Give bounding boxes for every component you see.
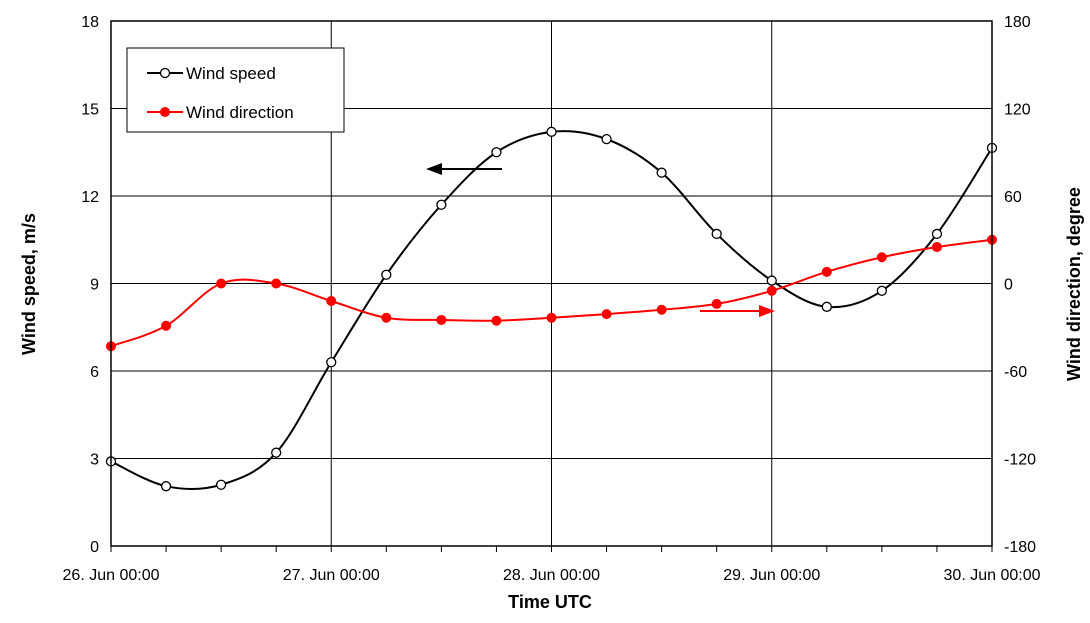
legend-label-wind-speed: Wind speed [186, 64, 276, 83]
data-point-wind-direction [656, 304, 667, 315]
series-layer [105, 126, 998, 492]
y2-tick-label: -180 [1004, 539, 1036, 556]
data-point-wind-direction [161, 320, 172, 331]
y2-tick-label: 180 [1004, 14, 1031, 31]
y2-tick-label: 60 [1004, 189, 1022, 206]
data-point-wind-direction [216, 278, 227, 289]
data-point-wind-direction [601, 309, 612, 320]
data-point-wind-direction [546, 312, 557, 323]
y-tick-label: 6 [90, 364, 99, 381]
data-point-wind-speed [326, 357, 337, 368]
legend-item-wind-direction: Wind direction [147, 103, 294, 122]
y2-tick-label: -60 [1004, 364, 1027, 381]
legend-item-wind-speed: Wind speed [147, 64, 276, 83]
data-point-wind-speed [711, 228, 722, 240]
y2-tick-label: -120 [1004, 452, 1036, 469]
x-axis-title: Time UTC [508, 592, 592, 612]
data-point-wind-direction [876, 252, 887, 263]
legend-label-wind-direction: Wind direction [186, 103, 294, 122]
data-point-wind-speed [160, 481, 172, 492]
y-tick-label: 0 [90, 539, 99, 556]
tick-labels: 0 3 6 9 12 15 18 -180 -120 -60 0 60 120 180 26. Jun 00… [63, 14, 1041, 584]
data-point-wind-direction [766, 285, 777, 296]
data-point-wind-direction [381, 312, 392, 323]
data-point-wind-speed [601, 133, 612, 145]
y-tick-label: 18 [81, 14, 99, 31]
data-point-wind-direction [491, 315, 502, 326]
x-tick-label: 29. Jun 00:00 [723, 567, 820, 584]
x-tick-label: 26. Jun 00:00 [63, 567, 160, 584]
x-tick-label: 30. Jun 00:00 [944, 567, 1041, 584]
y2-tick-label: 120 [1004, 102, 1031, 119]
data-point-wind-speed [271, 447, 282, 458]
legend-marker-filled-circle [160, 107, 170, 117]
left-axis-arrow [426, 163, 502, 175]
legend-marker-open-circle [159, 67, 171, 79]
data-point-wind-speed [436, 199, 447, 210]
data-point-wind-direction [821, 266, 832, 277]
right-axis-arrow [700, 305, 775, 317]
data-point-wind-direction [931, 242, 942, 253]
y-tick-label: 12 [81, 189, 99, 206]
x-tick-label: 27. Jun 00:00 [283, 567, 380, 584]
data-point-wind-speed [931, 228, 943, 240]
y-tick-label: 9 [90, 277, 99, 294]
data-point-wind-direction [436, 314, 447, 325]
data-point-wind-speed [546, 126, 557, 137]
data-point-wind-speed [766, 275, 777, 286]
y-axis-title: Wind speed, m/s [19, 213, 39, 355]
data-point-wind-speed [381, 269, 392, 280]
y2-tick-label: 0 [1004, 277, 1013, 294]
y-tick-label: 3 [90, 452, 99, 469]
y2-axis-title: Wind direction, degree [1064, 187, 1084, 381]
data-point-wind-direction [711, 298, 722, 309]
x-tick-label: 28. Jun 00:00 [503, 567, 600, 584]
data-point-wind-speed [656, 167, 667, 178]
data-point-wind-direction [326, 296, 337, 306]
data-point-wind-speed [491, 147, 502, 158]
data-point-wind-speed [876, 285, 888, 296]
legend: Wind speed Wind direction [126, 47, 345, 133]
data-point-wind-direction [271, 278, 282, 289]
y-tick-label: 15 [81, 102, 99, 119]
data-point-wind-speed [821, 301, 832, 312]
data-point-wind-speed [215, 479, 227, 490]
